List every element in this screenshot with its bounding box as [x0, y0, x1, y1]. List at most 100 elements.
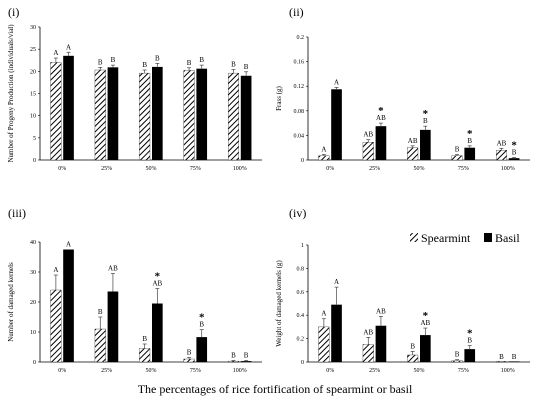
- significance-label: A: [66, 43, 71, 51]
- significance-label: B: [499, 353, 504, 361]
- bar-spearmint: [407, 354, 419, 363]
- significance-label: A: [53, 49, 58, 57]
- y-tick-label: 0.12: [294, 84, 305, 90]
- chart-panel-4: 0 0.2 0.4 0.6 0.8 1 Weight of damaged kernels …: [275, 243, 530, 374]
- significance-label: B: [423, 117, 428, 125]
- panel-label-ii: (ii): [289, 5, 304, 19]
- bar-basil: [464, 349, 476, 362]
- y-tick-label: 20: [30, 69, 36, 75]
- bar-basil: [375, 126, 387, 160]
- legend-swatch-spearmint: [410, 233, 418, 242]
- y-tick-label: 0.16: [294, 60, 305, 66]
- significance-label: B: [142, 335, 147, 343]
- significance-label: AB: [420, 319, 430, 327]
- significance-star: *: [467, 328, 473, 340]
- y-tick-label: 0: [33, 158, 36, 164]
- bar-spearmint: [451, 155, 463, 161]
- y-tick-label: 0.6: [297, 290, 305, 296]
- significance-label: B: [410, 342, 415, 350]
- significance-label: B: [455, 351, 460, 359]
- significance-label: B: [512, 149, 517, 157]
- significance-star: *: [511, 140, 517, 152]
- y-axis-label: Number of damaged kernels: [7, 262, 15, 342]
- chart-panel-3: 0 10 20 30 40 Number of damaged kernels 0% A A 25…: [7, 240, 262, 374]
- significance-label: B: [187, 349, 192, 357]
- bar-basil: [107, 67, 119, 160]
- y-tick-label: 25: [30, 47, 36, 53]
- significance-label: A: [53, 266, 58, 274]
- bar-spearmint: [139, 72, 151, 161]
- bar-spearmint: [183, 358, 195, 363]
- panel-label-iv: (iv): [289, 206, 306, 220]
- bar-basil: [152, 303, 163, 362]
- bar-basil: [508, 158, 520, 160]
- legend-label-spearmint: Spearmint: [421, 231, 471, 245]
- y-tick-label: 0.04: [294, 133, 305, 139]
- bar-basil: [420, 335, 431, 362]
- bar-basil: [331, 89, 342, 160]
- bar-basil: [107, 291, 119, 362]
- significance-label: B: [467, 337, 472, 345]
- x-tick-label: 0%: [326, 368, 334, 374]
- y-tick-label: 30: [30, 270, 36, 276]
- x-tick-label: 100%: [233, 368, 247, 374]
- y-tick-label: 0.2: [297, 337, 305, 343]
- panel-label-iii: (iii): [8, 206, 26, 220]
- significance-label: B: [199, 56, 204, 64]
- bar-basil: [240, 361, 252, 362]
- x-tick-label: 50%: [146, 368, 157, 374]
- significance-label: B: [512, 353, 517, 361]
- significance-label: AB: [376, 307, 386, 315]
- panel-label-i: (i): [8, 5, 19, 19]
- y-tick-label: 0.2: [297, 35, 305, 41]
- bar-spearmint: [318, 155, 330, 161]
- bar-spearmint: [227, 360, 239, 363]
- significance-star: *: [199, 312, 205, 324]
- y-tick-label: 40: [30, 240, 36, 246]
- bar-basil: [196, 68, 208, 160]
- x-tick-label: 75%: [458, 368, 469, 374]
- x-tick-label: 0%: [326, 166, 334, 172]
- y-tick-label: 0.4: [297, 313, 305, 319]
- y-axis-label: Frass (g): [275, 85, 283, 110]
- significance-star: *: [423, 310, 429, 322]
- significance-label: A: [334, 278, 339, 286]
- significance-label: B: [244, 63, 249, 71]
- bar-spearmint: [94, 328, 106, 363]
- significance-label: A: [334, 78, 339, 86]
- x-tick-label: 25%: [369, 166, 380, 172]
- significance-star: *: [467, 128, 473, 140]
- bar-basil: [196, 337, 208, 362]
- y-tick-label: 20: [30, 300, 36, 306]
- x-tick-label: 25%: [101, 166, 112, 172]
- bar-spearmint: [183, 70, 195, 161]
- y-tick-label: 15: [30, 92, 36, 98]
- x-tick-label: 0%: [58, 166, 66, 172]
- x-tick-label: 100%: [233, 166, 247, 172]
- x-tick-label: 0%: [58, 368, 66, 374]
- significance-label: AB: [363, 328, 373, 336]
- y-tick-label: 10: [30, 330, 36, 336]
- significance-label: B: [142, 61, 147, 69]
- bar-basil: [331, 304, 342, 362]
- bar-spearmint: [451, 360, 463, 363]
- bar-spearmint: [362, 344, 374, 363]
- bar-basil: [240, 75, 252, 160]
- significance-label: AB: [363, 131, 373, 139]
- y-tick-label: 30: [30, 25, 36, 31]
- significance-label: A: [66, 241, 71, 249]
- bar-spearmint: [94, 69, 106, 161]
- significance-label: B: [111, 56, 116, 64]
- x-tick-label: 25%: [101, 368, 112, 374]
- significance-star: *: [378, 105, 384, 117]
- legend: Spearmint Basil: [410, 231, 520, 245]
- significance-label: B: [98, 58, 103, 66]
- y-axis-label: Weight of damaged kernels (g): [275, 260, 283, 347]
- significance-star: *: [155, 271, 161, 283]
- significance-label: AB: [408, 137, 418, 145]
- x-tick-label: 50%: [146, 166, 157, 172]
- legend-swatch-basil: [484, 233, 492, 242]
- bar-spearmint: [50, 289, 62, 363]
- x-tick-label: 100%: [501, 368, 515, 374]
